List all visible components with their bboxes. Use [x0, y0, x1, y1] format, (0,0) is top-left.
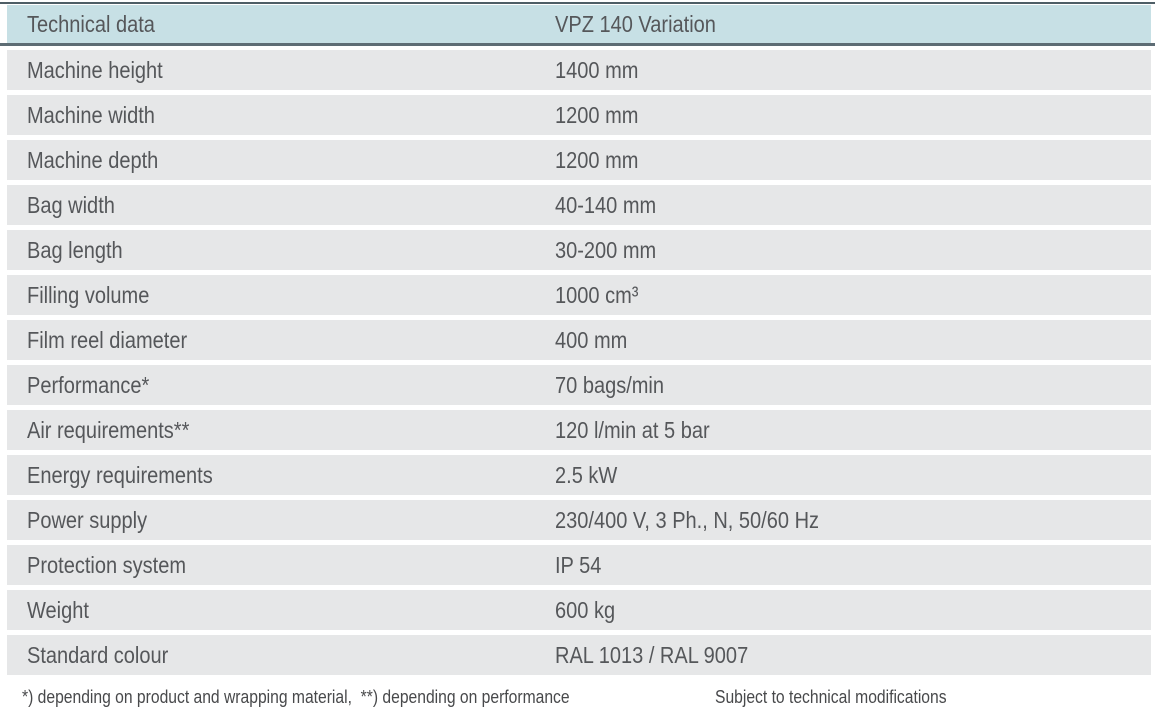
row-label: Machine depth — [27, 146, 159, 173]
row-label-cell: Air requirements** — [7, 417, 214, 444]
row-label: Weight — [27, 596, 89, 623]
row-value: 120 l/min at 5 bar — [555, 416, 710, 443]
row-label: Film reel diameter — [27, 326, 188, 353]
row-value: 70 bags/min — [555, 371, 665, 398]
row-value-cell: 2.5 kW — [555, 455, 627, 495]
row-label: Machine height — [27, 56, 163, 83]
row-value: 600 kg — [555, 596, 616, 623]
row-value: 400 mm — [555, 326, 628, 353]
table-row: Machine depth 1200 mm — [7, 140, 1151, 180]
row-value: 230/400 V, 3 Ph., N, 50/60 Hz — [555, 506, 820, 533]
row-value-cell: 230/400 V, 3 Ph., N, 50/60 Hz — [555, 500, 858, 540]
row-label-cell: Machine width — [7, 102, 174, 129]
row-label-cell: Machine depth — [7, 147, 178, 174]
header-divider-rule — [0, 43, 1155, 46]
row-value: 1200 mm — [555, 146, 639, 173]
table-row: Energy requirements 2.5 kW — [7, 455, 1151, 495]
row-value: RAL 1013 / RAL 9007 — [555, 641, 749, 668]
row-value-cell: 1200 mm — [555, 95, 651, 135]
row-label-cell: Machine height — [7, 57, 183, 84]
table-row: Weight 600 kg — [7, 590, 1151, 630]
table-header-row: Technical data VPZ 140 Variation — [7, 5, 1151, 43]
row-label: Bag width — [27, 191, 115, 218]
table-row: Machine width 1200 mm — [7, 95, 1151, 135]
row-value-cell: 600 kg — [555, 590, 624, 630]
table-row: Machine height 1400 mm — [7, 50, 1151, 90]
row-value-cell: 400 mm — [555, 320, 638, 360]
row-value-cell: 30-200 mm — [555, 230, 671, 270]
row-value: 2.5 kW — [555, 461, 618, 488]
row-label-cell: Filling volume — [7, 282, 168, 309]
table-row: Power supply 230/400 V, 3 Ph., N, 50/60 H… — [7, 500, 1151, 540]
table-row: Bag width 40-140 mm — [7, 185, 1151, 225]
row-value: 40-140 mm — [555, 191, 657, 218]
top-border-rule — [0, 2, 1155, 4]
table-row: Filling volume 1000 cm³ — [7, 275, 1151, 315]
table-title: Technical data — [27, 10, 155, 37]
row-label: Bag length — [27, 236, 123, 263]
row-value-cell: 40-140 mm — [555, 185, 671, 225]
footnotes: *) depending on product and wrapping mat… — [0, 684, 1155, 714]
row-label: Energy requirements — [27, 461, 213, 488]
row-value-cell: 1400 mm — [555, 50, 651, 90]
row-value: 30-200 mm — [555, 236, 657, 263]
row-value-cell: IP 54 — [555, 545, 608, 585]
row-label: Standard colour — [27, 641, 169, 668]
row-value-cell: 1200 mm — [555, 140, 651, 180]
row-label: Filling volume — [27, 281, 150, 308]
row-value-cell: 1000 cm³ — [555, 275, 651, 315]
table-row: Performance* 70 bags/min — [7, 365, 1151, 405]
row-value: 1200 mm — [555, 101, 639, 128]
row-value: 1400 mm — [555, 56, 639, 83]
row-label: Power supply — [27, 506, 148, 533]
row-label-cell: Bag length — [7, 237, 137, 264]
table-row: Protection system IP 54 — [7, 545, 1151, 585]
table-body: Machine height 1400 mm Machine width 1200 m… — [0, 50, 1155, 675]
row-label: Protection system — [27, 551, 187, 578]
footnote-left: *) depending on product and wrapping mat… — [22, 687, 570, 707]
footnote-right: Subject to technical modifications — [715, 687, 947, 707]
row-label: Air requirements** — [27, 416, 190, 443]
header-value-cell: VPZ 140 Variation — [555, 5, 740, 43]
header-label-cell: Technical data — [7, 11, 174, 38]
table-row: Bag length 30-200 mm — [7, 230, 1151, 270]
row-label-cell: Bag width — [7, 192, 128, 219]
row-value-cell: RAL 1013 / RAL 9007 — [555, 635, 777, 675]
row-label-cell: Power supply — [7, 507, 165, 534]
row-label-cell: Energy requirements — [7, 462, 241, 489]
row-label: Machine width — [27, 101, 155, 128]
row-label-cell: Weight — [7, 597, 98, 624]
table-row: Film reel diameter 400 mm — [7, 320, 1151, 360]
table-row: Standard colour RAL 1013 / RAL 9007 — [7, 635, 1151, 675]
model-column-header: VPZ 140 Variation — [555, 10, 716, 37]
row-label-cell: Film reel diameter — [7, 327, 211, 354]
row-value: 1000 cm³ — [555, 281, 639, 308]
row-label-cell: Performance* — [7, 372, 168, 399]
row-label-cell: Standard colour — [7, 642, 189, 669]
row-value-cell: 70 bags/min — [555, 365, 680, 405]
row-value-cell: 120 l/min at 5 bar — [555, 410, 733, 450]
row-label-cell: Protection system — [7, 552, 210, 579]
table-row: Air requirements** 120 l/min at 5 bar — [7, 410, 1151, 450]
row-label: Performance* — [27, 371, 150, 398]
row-value: IP 54 — [555, 551, 602, 578]
technical-data-table: Technical data VPZ 140 Variation Machine… — [0, 5, 1155, 680]
